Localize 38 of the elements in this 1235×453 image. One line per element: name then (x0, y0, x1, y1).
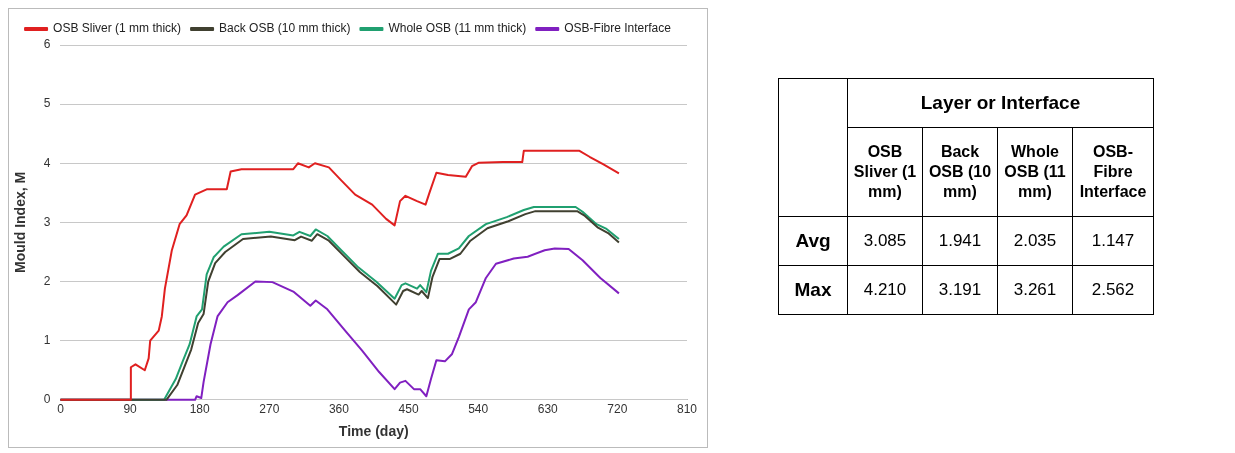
category-label: Whole OSB (11 mm) (997, 127, 1073, 217)
y-tick-label: 0 (43, 392, 51, 407)
legend-label: OSB Sliver (1 mm thick) (53, 21, 182, 36)
text: 3.191 (938, 280, 982, 299)
text: 2.035 (1013, 231, 1057, 250)
x-tick-label: 720 (607, 402, 628, 417)
y-tick-label: 1 (43, 332, 51, 347)
x-axis-title: Time (day) (338, 423, 409, 440)
text: 2.562 (1091, 280, 1135, 299)
category-label: OSB Sliver (1 mm) (847, 127, 923, 217)
y-tick-label: 5 (43, 96, 51, 111)
y-tick-label: 2 (43, 273, 51, 288)
x-tick-label: 540 (468, 402, 489, 417)
text: 3.261 (1013, 280, 1057, 299)
text: 3.085 (863, 231, 907, 250)
text: 1.147 (1091, 231, 1135, 250)
y-tick-label: 3 (43, 214, 51, 229)
category-label: Avg (795, 230, 831, 251)
x-tick-label: 450 (398, 402, 419, 417)
x-tick-label: 90 (123, 402, 138, 417)
y-tick-label: 4 (43, 155, 51, 170)
legend-label: Whole OSB (11 mm thick) (388, 21, 527, 36)
x-tick-label: 0 (57, 402, 65, 417)
category-label: Back OSB (10 mm) (922, 127, 998, 217)
x-tick-label: 810 (676, 402, 698, 417)
legend-label: Back OSB (10 mm thick) (219, 21, 351, 36)
x-tick-label: 270 (259, 402, 280, 417)
legend-label: OSB-Fibre Interface (564, 21, 672, 36)
category-label: Max (794, 279, 832, 300)
x-tick-label: 360 (328, 402, 350, 417)
text: Layer or Interface (847, 78, 1154, 128)
x-tick-label: 630 (537, 402, 559, 417)
text: 4.210 (863, 280, 907, 299)
text: 1.941 (938, 231, 982, 250)
y-tick-label: 6 (43, 37, 51, 52)
x-tick-label: 180 (189, 402, 211, 417)
y-axis-title: Mould Index, M (12, 171, 29, 273)
category-label: OSB-Fibre Interface (1072, 127, 1154, 217)
